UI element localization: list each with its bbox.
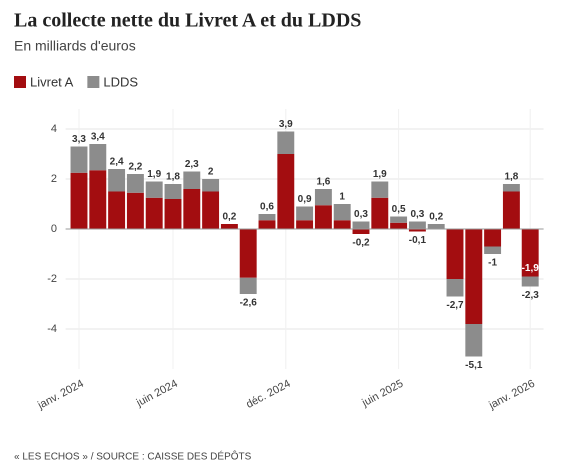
- bar-segment: [484, 246, 502, 254]
- total-label: 1,9: [373, 169, 387, 180]
- bar-segment: [333, 220, 351, 229]
- bar-segment: [446, 229, 464, 279]
- source: « LES ECHOS » / SOURCE : CAISSE DES DÉPÔ…: [14, 450, 252, 463]
- bar-segment: [371, 181, 389, 198]
- y-tick-label: -4: [47, 323, 57, 335]
- bar-segment: [126, 192, 144, 229]
- bar-segment: [145, 181, 163, 198]
- bar-segment: [277, 131, 295, 154]
- y-tick-label: -2: [47, 273, 57, 285]
- bar-segment: [333, 204, 351, 221]
- bar-segment: [408, 229, 426, 232]
- total-label: 0,2: [429, 212, 443, 223]
- bar-segment: [183, 189, 201, 229]
- bar-segment: [314, 189, 332, 206]
- bar-segment: [108, 191, 126, 229]
- bar-segment: [145, 197, 163, 229]
- bar-segment: [502, 184, 520, 192]
- x-tick-label: janv. 2024: [35, 378, 86, 413]
- y-tick-label: 2: [51, 173, 57, 185]
- bar-segment: [89, 170, 107, 229]
- bar-segment: [164, 184, 182, 199]
- bar-segment: [502, 191, 520, 229]
- legend-swatch: [14, 76, 26, 88]
- total-label: 1: [339, 192, 345, 203]
- bar-segment: [202, 191, 220, 229]
- total-label: 2: [208, 167, 214, 178]
- bar-segment: [277, 154, 295, 229]
- bar-segment: [296, 206, 314, 221]
- total-label: 0,6: [260, 202, 274, 213]
- chart-title: La collecte nette du Livret A et du LDDS: [14, 10, 361, 32]
- total-label: -2,6: [240, 298, 258, 309]
- total-label: 1,8: [504, 172, 518, 183]
- bar-segment: [465, 229, 483, 324]
- bar-segment: [465, 324, 483, 357]
- bar-segment: [521, 229, 539, 277]
- bar-segment: [89, 144, 107, 171]
- legend-label: Livret A: [30, 74, 74, 89]
- total-label: 0,3: [410, 209, 424, 220]
- total-label: -1: [488, 258, 497, 269]
- bar-segment: [371, 197, 389, 229]
- bar-segment: [202, 179, 220, 192]
- y-tick-label: 4: [51, 123, 57, 135]
- bar-segment: [352, 229, 370, 234]
- x-tick-label: juin 2025: [359, 378, 405, 410]
- bar-segment: [70, 172, 88, 229]
- total-label: 0,3: [354, 209, 368, 220]
- bar-segment: [183, 171, 201, 189]
- total-label: 0,9: [298, 194, 312, 205]
- total-label: 0,2: [222, 212, 236, 223]
- bar-segment: [220, 224, 238, 229]
- total-label: -0,2: [352, 238, 370, 249]
- total-label: 1,8: [166, 172, 180, 183]
- total-label: 3,9: [279, 119, 293, 130]
- chart-subtitle: En milliards d'euros: [14, 38, 136, 54]
- bar-segment: [239, 229, 257, 278]
- bar-segment: [446, 279, 464, 297]
- bar-segment: [258, 220, 276, 229]
- total-label: 2,2: [128, 162, 142, 173]
- segment-label: -1,9: [522, 263, 540, 274]
- bar-segment: [427, 224, 445, 229]
- total-label: 2,3: [185, 159, 199, 170]
- bar-segment: [390, 222, 408, 229]
- x-tick-label: janv. 2026: [486, 378, 537, 413]
- bar-segment: [296, 220, 314, 229]
- x-tick-label: déc. 2024: [244, 378, 292, 411]
- bar-segment: [484, 229, 502, 247]
- bar-segment: [239, 277, 257, 294]
- x-tick-label: juin 2024: [134, 378, 180, 410]
- y-tick-label: 0: [51, 223, 57, 235]
- bar-segment: [408, 221, 426, 229]
- total-label: -2,7: [446, 300, 464, 311]
- total-label: -5,1: [465, 360, 483, 371]
- bar-segment: [126, 174, 144, 193]
- total-label: -2,3: [522, 290, 540, 301]
- bar-segment: [70, 146, 88, 173]
- bar-segment: [108, 169, 126, 192]
- bar-segment: [258, 214, 276, 221]
- total-label: 1,9: [147, 169, 161, 180]
- bar-segment: [164, 199, 182, 229]
- total-label: 1,6: [316, 177, 330, 188]
- bar-segment: [390, 216, 408, 223]
- total-label: 3,4: [91, 132, 105, 143]
- total-label: 2,4: [110, 157, 124, 168]
- total-label: 0,5: [392, 204, 406, 215]
- legend-label: LDDS: [103, 74, 138, 89]
- legend-swatch: [87, 76, 100, 88]
- total-label: -0,1: [409, 235, 427, 246]
- bar-segment: [521, 276, 539, 287]
- bar-segment: [352, 221, 370, 229]
- total-label: 3,3: [72, 134, 86, 145]
- bar-segment: [314, 205, 332, 229]
